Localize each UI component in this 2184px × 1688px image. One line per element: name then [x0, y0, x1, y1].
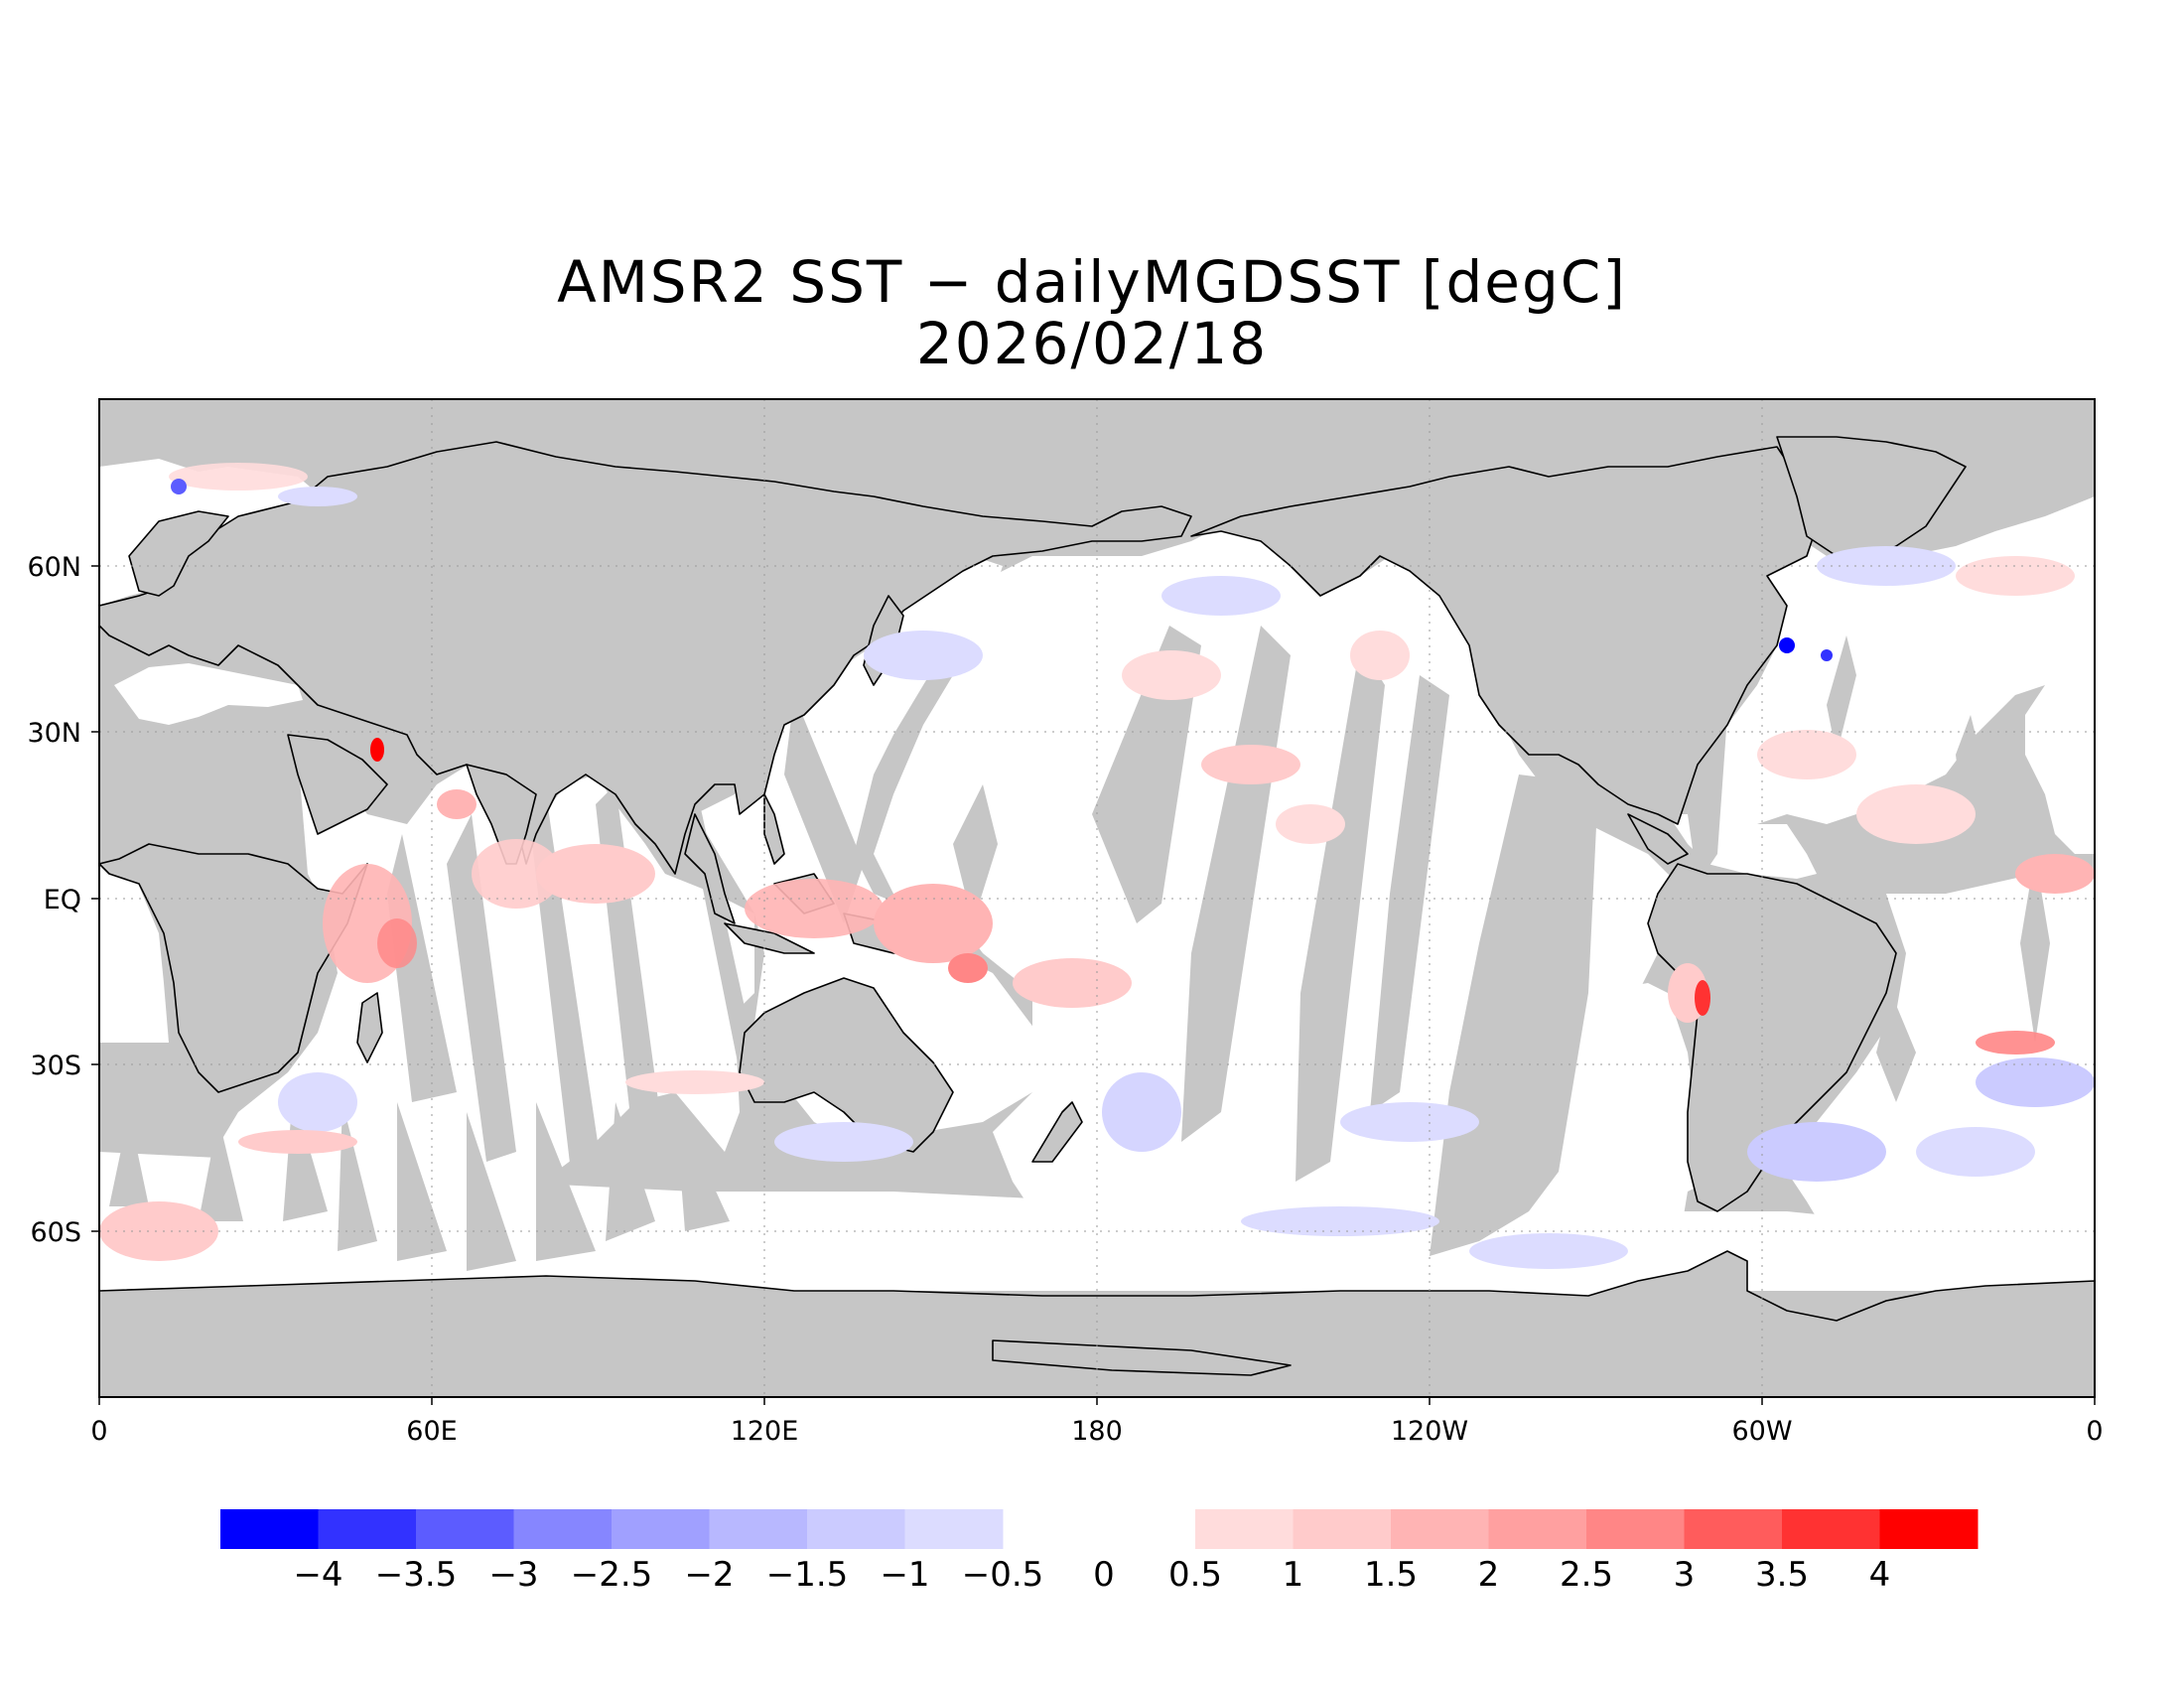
- colorbar-tick-label: −1: [880, 1555, 929, 1595]
- colorbar-swatch-positive: [1488, 1509, 1587, 1549]
- colorbar-tick-label: 2.5: [1560, 1555, 1613, 1595]
- colorbar-swatch-positive: [1586, 1509, 1685, 1549]
- y-tick-label: 60S: [31, 1217, 82, 1248]
- colorbar-swatch-positive: [1684, 1509, 1783, 1549]
- colorbar-tick-label: −3.5: [375, 1555, 458, 1595]
- map-title: AMSR2 SST − dailyMGDSST [degC]: [557, 248, 1627, 316]
- y-tick-label: 60N: [27, 552, 81, 583]
- x-tick-label: 0: [90, 1416, 107, 1447]
- colorbar-tick-label: 3.5: [1755, 1555, 1809, 1595]
- y-tick-label: 30S: [31, 1051, 82, 1081]
- x-tick-label: 120W: [1391, 1416, 1468, 1447]
- colorbar-swatch-negative: [904, 1509, 1004, 1549]
- colorbar-swatch-negative: [318, 1509, 417, 1549]
- x-tick-label: 120E: [731, 1416, 799, 1447]
- colorbar-tick-label: 1: [1283, 1555, 1304, 1595]
- colorbar-tick-label: −1.5: [766, 1555, 849, 1595]
- colorbar-swatch-negative: [807, 1509, 905, 1549]
- colorbar-swatch-negative: [513, 1509, 613, 1549]
- x-tick-label: 0: [2086, 1416, 2103, 1447]
- continents: [99, 436, 2095, 1397]
- y-tick-label: EQ: [44, 885, 81, 915]
- colorbar-tick-label: 0: [1093, 1555, 1115, 1595]
- x-tick-label: 180: [1071, 1416, 1123, 1447]
- colorbar-tick-label: −0.5: [962, 1555, 1044, 1595]
- colorbar-swatch-positive: [1879, 1509, 1979, 1549]
- colorbar-tick-label: 2: [1478, 1555, 1500, 1595]
- tick-marks: [91, 565, 2096, 1405]
- x-tick-label: 60E: [406, 1416, 457, 1447]
- colorbar-tick-label: 0.5: [1168, 1555, 1222, 1595]
- map-body: [99, 399, 2095, 1397]
- colorbar-swatch-negative: [416, 1509, 514, 1549]
- colorbar-tick-label: −2: [684, 1555, 734, 1595]
- colorbar-tick-label: 3: [1674, 1555, 1696, 1595]
- colorbar-swatch-positive: [1293, 1509, 1392, 1549]
- colorbar-swatch-positive: [1195, 1509, 1294, 1549]
- colorbar-tick-label: −2.5: [571, 1555, 653, 1595]
- y-tick-label: 30N: [27, 718, 81, 749]
- colorbar-swatch-negative: [220, 1509, 319, 1549]
- colorbar: [220, 1509, 1979, 1549]
- colorbar-swatch-negative: [612, 1509, 710, 1549]
- colorbar-swatch-positive: [1782, 1509, 1880, 1549]
- x-tick-label: 60W: [1731, 1416, 1792, 1447]
- colorbar-tick-label: 1.5: [1364, 1555, 1418, 1595]
- colorbar-labels: −4 −3.5 −3 −2.5 −2 −1.5 −1 −0.5 0 0.5 1 1.5 2 2.5 3 3.5…: [293, 1555, 1890, 1595]
- map-date: 2026/02/18: [915, 310, 1269, 377]
- colorbar-tick-label: −4: [293, 1555, 342, 1595]
- colorbar-tick-label: 4: [1869, 1555, 1891, 1595]
- colorbar-swatch-positive: [1391, 1509, 1489, 1549]
- colorbar-swatch-negative: [709, 1509, 808, 1549]
- colorbar-tick-label: −3: [488, 1555, 538, 1595]
